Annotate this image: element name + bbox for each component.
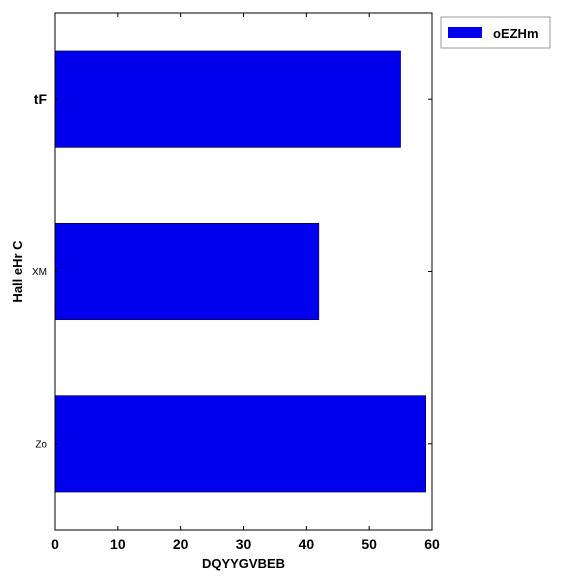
y-tick-label-Zo: Zo bbox=[35, 439, 47, 450]
bar-tF bbox=[54, 50, 401, 148]
x-tick-label-30: 30 bbox=[236, 536, 252, 552]
x-tick-label-40: 40 bbox=[299, 536, 315, 552]
legend-label-oEZHm: oEZHm bbox=[493, 26, 539, 41]
x-tick-label-0: 0 bbox=[51, 536, 59, 552]
x-tick-label-60: 60 bbox=[424, 536, 440, 552]
x-axis-label: DQYYGVBEB bbox=[202, 556, 285, 571]
y-axis-ticks: tF XM Zo bbox=[32, 91, 432, 450]
y-tick-label-XM: XM bbox=[32, 267, 47, 278]
bar-Zo bbox=[54, 395, 426, 493]
y-tick-label-tF: tF bbox=[34, 91, 48, 107]
y-axis-label: Hall eHr C bbox=[10, 240, 25, 303]
x-axis-ticks: 0 10 20 30 40 50 60 bbox=[51, 13, 440, 552]
bars-group bbox=[54, 50, 426, 493]
x-tick-label-50: 50 bbox=[361, 536, 377, 552]
legend-swatch-oEZHm bbox=[448, 27, 482, 38]
x-tick-label-10: 10 bbox=[110, 536, 126, 552]
x-tick-label-20: 20 bbox=[173, 536, 189, 552]
bar-XM bbox=[54, 222, 320, 321]
legend: oEZHm bbox=[440, 16, 551, 49]
